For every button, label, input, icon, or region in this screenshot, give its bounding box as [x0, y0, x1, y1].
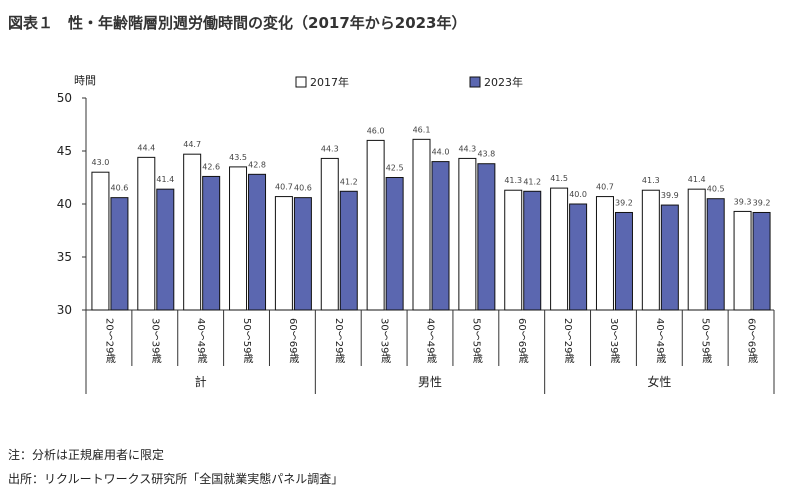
bar-2023 — [753, 212, 770, 310]
data-label: 40.7 — [596, 183, 614, 192]
x-tick-label: 30～39歳 — [608, 318, 620, 363]
legend-swatch — [296, 77, 306, 87]
y-tick-label: 30 — [57, 303, 72, 317]
bar-2023 — [615, 212, 632, 310]
bar-2023 — [707, 199, 724, 310]
group-label: 女性 — [647, 374, 671, 389]
data-label: 41.4 — [688, 175, 706, 184]
data-label: 41.5 — [550, 174, 568, 183]
y-tick-label: 50 — [57, 91, 72, 105]
data-label: 39.3 — [734, 197, 752, 206]
data-label: 42.6 — [202, 162, 220, 171]
legend-label: 2023年 — [484, 75, 523, 89]
data-label: 39.9 — [661, 191, 679, 200]
data-label: 44.0 — [432, 148, 450, 157]
bar-2017 — [275, 197, 292, 310]
data-label: 42.5 — [386, 164, 404, 173]
x-tick-label: 20～29歳 — [333, 318, 345, 363]
bar-2023 — [661, 205, 678, 310]
legend-label: 2017年 — [310, 75, 349, 89]
data-label: 44.7 — [183, 140, 201, 149]
data-label: 40.0 — [569, 190, 587, 199]
bar-2017 — [321, 158, 338, 310]
data-label: 39.2 — [753, 198, 771, 207]
bar-2017 — [138, 157, 155, 310]
x-tick-label: 40～49歳 — [425, 318, 437, 363]
data-label: 41.3 — [504, 176, 522, 185]
bar-2017 — [367, 140, 384, 310]
group-label: 男性 — [418, 375, 442, 389]
bar-2023 — [111, 198, 128, 310]
x-tick-label: 40～49歳 — [654, 318, 666, 363]
data-label: 43.8 — [477, 150, 495, 159]
bar-2023 — [340, 191, 357, 310]
data-label: 39.2 — [615, 198, 633, 207]
x-tick-label: 20～29歳 — [103, 318, 115, 363]
data-label: 40.6 — [111, 184, 129, 193]
data-label: 40.7 — [275, 183, 293, 192]
bar-2017 — [230, 167, 247, 310]
x-tick-label: 40～49歳 — [195, 318, 207, 363]
group-label: 計 — [195, 374, 207, 389]
bar-2023 — [294, 198, 311, 310]
data-label: 43.5 — [229, 153, 247, 162]
bar-2017 — [505, 190, 522, 310]
x-tick-label: 50～59歳 — [700, 318, 712, 363]
data-label: 44.3 — [458, 144, 476, 153]
y-tick-label: 35 — [57, 250, 72, 264]
x-tick-label: 60～69歳 — [746, 318, 758, 363]
data-label: 44.3 — [321, 144, 339, 153]
y-tick-label: 45 — [57, 144, 72, 158]
bar-2017 — [596, 197, 613, 310]
x-tick-label: 30～39歳 — [149, 318, 161, 363]
x-tick-label: 20～29歳 — [562, 318, 574, 363]
x-tick-label: 60～69歳 — [516, 318, 528, 363]
bar-2017 — [551, 188, 568, 310]
legend-swatch — [470, 77, 480, 87]
data-label: 46.1 — [413, 125, 431, 134]
data-label: 43.0 — [92, 158, 110, 167]
data-label: 41.4 — [156, 175, 174, 184]
bar-2023 — [203, 176, 220, 310]
data-label: 40.5 — [707, 185, 725, 194]
y-tick-label: 40 — [57, 197, 72, 211]
chart-source: 出所：リクルートワークス研究所「全国就業実態パネル調査」 — [8, 470, 343, 487]
bar-2017 — [413, 139, 430, 310]
bar-2017 — [184, 154, 201, 310]
bar-2017 — [459, 158, 476, 310]
data-label: 44.4 — [137, 143, 155, 152]
x-tick-label: 30～39歳 — [379, 318, 391, 363]
data-label: 41.2 — [523, 177, 541, 186]
bar-2023 — [524, 191, 541, 310]
bar-2023 — [478, 164, 495, 310]
x-tick-label: 50～59歳 — [470, 318, 482, 363]
bar-2023 — [157, 189, 174, 310]
y-axis-label: 時間 — [74, 74, 96, 87]
bar-2017 — [734, 211, 751, 310]
data-label: 40.6 — [294, 184, 312, 193]
bar-2023 — [249, 174, 266, 310]
bar-2017 — [642, 190, 659, 310]
bar-2023 — [570, 204, 587, 310]
x-tick-label: 60～69歳 — [287, 318, 299, 363]
chart-note: 注：分析は正規雇用者に限定 — [8, 446, 164, 463]
x-tick-label: 50～59歳 — [241, 318, 253, 363]
data-label: 46.0 — [367, 126, 385, 135]
bar-2017 — [92, 172, 109, 310]
data-label: 41.2 — [340, 177, 358, 186]
data-label: 42.8 — [248, 160, 266, 169]
data-label: 41.3 — [642, 176, 660, 185]
bar-2023 — [432, 162, 449, 310]
bar-2023 — [386, 178, 403, 311]
bar-2017 — [688, 189, 705, 310]
